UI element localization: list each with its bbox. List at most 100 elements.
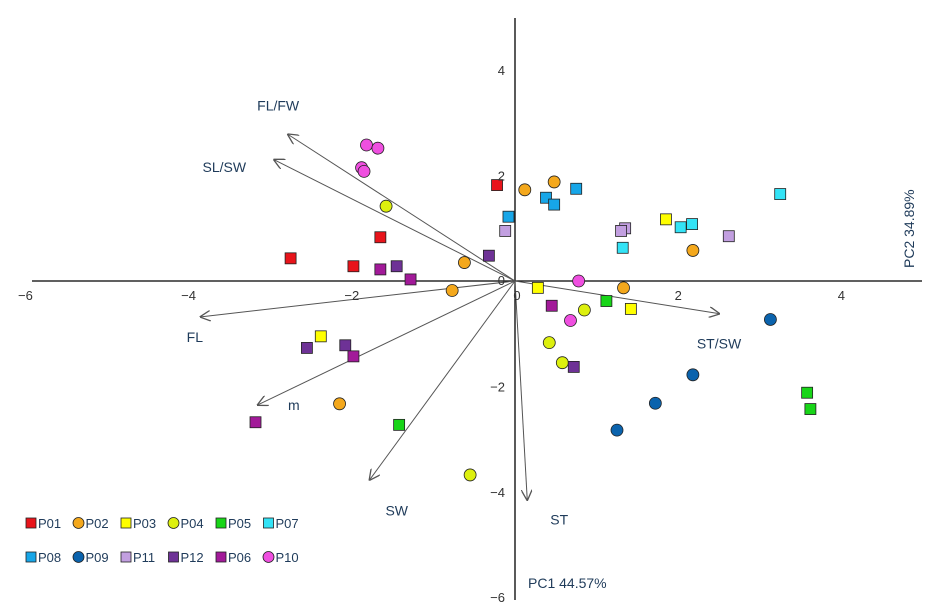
data-point-p01 [491, 179, 503, 191]
vector-label: ST/SW [697, 336, 742, 352]
y-tick-label: −2 [490, 379, 505, 394]
legend-swatch-p07 [263, 517, 274, 529]
data-point-p02 [686, 244, 700, 257]
y-tick-label: 4 [498, 63, 505, 78]
loading-vector [370, 280, 516, 480]
data-point-p01 [347, 260, 360, 273]
legend-label-p07: P07 [276, 516, 299, 531]
x-tick-label: 0 [513, 288, 520, 303]
data-point-p06 [545, 299, 558, 312]
vector-label: FL [187, 329, 204, 345]
data-point-p08 [540, 191, 552, 204]
data-point-p04 [463, 468, 477, 482]
legend-label-p08: P08 [38, 550, 61, 565]
data-point-p12 [339, 339, 352, 352]
legend-label-p06: P06 [228, 550, 251, 565]
data-point-p07 [674, 221, 687, 234]
data-point-p08 [548, 198, 561, 211]
loading-vectors: FL/FW SL/SW FL m SW ST ST/SW [187, 97, 742, 527]
data-point-p02 [617, 281, 630, 295]
vector-label: ST [550, 512, 568, 528]
data-point-p02 [547, 175, 561, 189]
legend-swatch-p03 [120, 517, 132, 529]
data-point-p03 [531, 281, 544, 294]
data-point-p12 [390, 260, 403, 273]
x-tick-label: 4 [838, 288, 845, 303]
data-point-p08 [502, 210, 515, 223]
data-point-p07 [616, 241, 629, 254]
legend-label-p09: P09 [86, 550, 109, 565]
data-point-p07 [774, 188, 787, 200]
data-point-p10 [564, 314, 577, 327]
x-tick-label: −6 [18, 288, 33, 303]
loading-vector [514, 280, 527, 500]
data-points [249, 138, 817, 482]
legend-label-p01: P01 [38, 516, 61, 531]
legend-swatch-p10 [262, 551, 275, 563]
data-point-p11 [499, 225, 512, 237]
loading-vector [514, 280, 719, 314]
vector-label: FL/FW [257, 97, 300, 113]
legend-swatch-p05 [215, 517, 227, 529]
axes [32, 18, 922, 600]
data-point-p09 [648, 396, 662, 410]
vector-label: m [288, 397, 300, 413]
data-point-p09 [764, 313, 777, 326]
data-point-p05 [600, 295, 613, 307]
legend-swatch-p01 [25, 517, 37, 529]
data-point-p08 [570, 182, 583, 195]
data-point-p12 [301, 342, 313, 354]
legend-label-p11: P11 [133, 550, 155, 565]
legend-label-p04: P04 [181, 516, 204, 531]
data-point-p10 [360, 138, 373, 152]
loading-vector [201, 280, 516, 317]
legend-swatch-p12 [168, 551, 179, 563]
legend-swatch-p09 [72, 551, 85, 563]
y-tick-label: −6 [490, 590, 505, 605]
data-point-p10 [371, 141, 385, 155]
data-point-p09 [686, 368, 700, 382]
data-point-p11 [615, 225, 627, 237]
x-axis-label: PC1 44.57% [528, 575, 607, 591]
data-point-p06 [347, 350, 360, 363]
data-point-p06 [249, 416, 262, 429]
data-point-p11 [722, 230, 735, 243]
vector-label: SW [385, 503, 408, 519]
data-point-p04 [555, 356, 569, 370]
legend-swatch-p02 [72, 517, 85, 529]
data-point-p03 [660, 213, 672, 226]
data-point-p02 [518, 183, 532, 197]
legend-swatch-p08 [25, 551, 37, 563]
data-point-p12 [567, 361, 580, 373]
data-point-p05 [393, 418, 406, 431]
legend-swatch-p11 [120, 551, 132, 563]
data-point-p02 [458, 256, 471, 269]
data-point-p01 [284, 252, 297, 265]
legend-label-p10: P10 [276, 550, 299, 565]
legend-label-p02: P02 [86, 516, 109, 531]
data-point-p03 [624, 303, 637, 315]
data-point-p09 [610, 423, 624, 437]
y-tick-label: 0 [498, 273, 505, 288]
data-point-p04 [577, 303, 591, 317]
legend-label-p12: P12 [181, 550, 204, 565]
loading-vector [258, 280, 516, 405]
data-point-p01 [374, 231, 387, 244]
x-tick-label: −2 [344, 288, 359, 303]
y-axis-label: PC2 34.89% [901, 189, 917, 268]
data-point-p10 [572, 274, 586, 288]
y-tick-label: 2 [498, 169, 505, 184]
data-point-p12 [482, 249, 495, 262]
data-point-p05 [804, 403, 817, 415]
data-point-p07 [686, 218, 698, 230]
data-point-p06 [404, 273, 417, 286]
x-tick-label: 2 [675, 288, 682, 303]
data-point-p04 [379, 199, 393, 213]
legend-swatch-p06 [215, 551, 227, 563]
y-tick-label: −4 [490, 485, 505, 500]
data-point-p02 [445, 284, 459, 297]
legend-label-p03: P03 [133, 516, 156, 531]
x-tick-label: −4 [181, 288, 196, 303]
